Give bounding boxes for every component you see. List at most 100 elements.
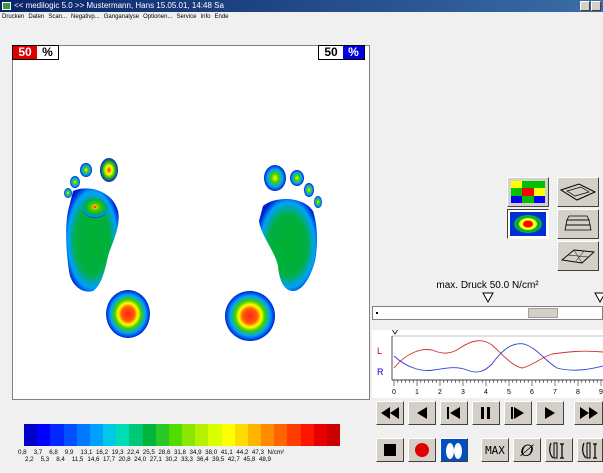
- color-scale-swatch: [234, 424, 248, 446]
- foot-selection-button[interactable]: [545, 438, 573, 462]
- menu-drucken[interactable]: Drucken: [2, 14, 25, 20]
- menu-optionen[interactable]: Optionen...: [143, 14, 173, 20]
- contour-layers-icon: [564, 215, 592, 231]
- average-button[interactable]: Ø: [513, 438, 541, 462]
- scale-label: 0,8: [18, 449, 27, 456]
- menu-daten[interactable]: Daten: [28, 14, 45, 20]
- menu-ganganalyse[interactable]: Ganganalyse: [103, 14, 140, 20]
- time-slider[interactable]: [372, 306, 603, 320]
- pause-button[interactable]: [472, 401, 500, 425]
- scale-label: 3,7: [33, 449, 43, 456]
- slider-thumb[interactable]: [528, 308, 558, 318]
- right-big-toe: [264, 165, 286, 191]
- left-foot-curve: [393, 340, 603, 369]
- frame-back-button[interactable]: [440, 401, 468, 425]
- color-scale-swatch: [195, 424, 209, 446]
- wireframe-view-button[interactable]: [557, 241, 599, 271]
- color-scale-swatch: [287, 424, 301, 446]
- foot-selection-right-button[interactable]: [577, 438, 603, 462]
- graph-label-l: L: [377, 346, 382, 356]
- graph-tick-label: 1: [415, 389, 419, 396]
- maximize-button[interactable]: [591, 1, 601, 11]
- scale-label: 44,2: [236, 449, 249, 456]
- max-pressure-label: max. Druck 50.0 N/cm²: [436, 280, 539, 291]
- isobar-map-icon: [510, 212, 546, 236]
- graph-tick-label: 7: [553, 389, 557, 396]
- color-scale-swatch: [221, 424, 235, 446]
- isobar-view-button[interactable]: [507, 209, 549, 239]
- app-icon: [2, 2, 11, 10]
- color-scale-swatch: [103, 424, 117, 446]
- scale-label: 27,1: [149, 456, 162, 463]
- footprints-icon: [446, 443, 462, 459]
- color-scale-swatch: [274, 424, 288, 446]
- scale-label: 24,0: [134, 456, 147, 463]
- rewind-icon: [381, 407, 399, 419]
- right-toe-3: [304, 183, 314, 197]
- contour-view-button[interactable]: [557, 209, 599, 239]
- scale-label: 2,2: [25, 456, 34, 463]
- max-button-label: MAX: [485, 443, 505, 457]
- scale-label: 17,7: [102, 456, 116, 463]
- right-toe-2: [290, 170, 304, 186]
- scale-label: 9,9: [64, 449, 74, 456]
- scale-label: 36,4: [196, 456, 209, 463]
- scale-label: 19,3: [111, 449, 124, 456]
- rewind-button[interactable]: [376, 401, 404, 425]
- color-scale-labels: 0,8 3,7 6,8 9,9 13,1 16,2 19,3 22,4 25,5 28,6 31,8…: [18, 449, 378, 463]
- frame-forward-icon: [511, 407, 524, 419]
- fast-forward-button[interactable]: [574, 401, 603, 425]
- left-heel: [106, 290, 150, 338]
- scale-label: 11,5: [71, 456, 84, 463]
- record-button[interactable]: [408, 438, 436, 462]
- scale-label: 39,5: [212, 456, 225, 463]
- color-scale-swatch: [129, 424, 143, 446]
- scale-label: 20,8: [118, 456, 131, 463]
- graph-tick-label: 5: [507, 389, 511, 396]
- stop-icon: [384, 444, 396, 456]
- step-back-button[interactable]: [408, 401, 436, 425]
- menu-service[interactable]: Service: [176, 14, 197, 20]
- right-toe-4: [314, 196, 322, 208]
- scale-label: 30,2: [165, 456, 178, 463]
- minimize-button[interactable]: [580, 1, 590, 11]
- stop-button[interactable]: [376, 438, 404, 462]
- right-percent-value: 50: [319, 46, 343, 59]
- menu-info[interactable]: Info: [200, 14, 211, 20]
- menu-scan[interactable]: Scan...: [48, 14, 68, 20]
- grid-view-button[interactable]: [507, 177, 549, 207]
- color-scale-swatch: [89, 424, 104, 446]
- scale-label: 5,3: [40, 456, 50, 463]
- scale-label: 8,4: [56, 456, 65, 463]
- foot-3d-outline-icon: [559, 183, 597, 201]
- left-toe-2: [80, 163, 92, 177]
- frame-back-icon: [447, 407, 460, 419]
- left-percent-symbol: %: [37, 46, 58, 59]
- pressure-color-scale: [24, 424, 341, 446]
- slider-start-dot: [376, 312, 378, 314]
- colored-grid-icon: [511, 181, 545, 203]
- play-button[interactable]: [536, 401, 564, 425]
- color-scale-swatch: [182, 424, 196, 446]
- average-button-label: Ø: [520, 440, 534, 460]
- scale-label: 33,3: [180, 456, 193, 463]
- menu-negativp[interactable]: Negativp...: [71, 14, 100, 20]
- scale-label: 6,8: [49, 449, 58, 456]
- color-scale-swatch: [300, 424, 314, 446]
- graph-cursor-icon: [389, 325, 401, 335]
- graph-tick-label: 2: [438, 389, 442, 396]
- frame-forward-button[interactable]: [504, 401, 532, 425]
- color-scale-swatch: [208, 424, 222, 446]
- graph-tick-label: 9: [599, 389, 603, 396]
- menu-ende[interactable]: Ende: [214, 14, 229, 20]
- color-scale-swatch: [76, 424, 90, 446]
- 3d-foot-view-button[interactable]: [557, 177, 599, 207]
- left-foot: [64, 158, 150, 338]
- foot-pressure-map: [64, 158, 322, 341]
- max-button[interactable]: MAX: [481, 438, 509, 462]
- play-backward-icon: [417, 407, 427, 419]
- footprints-button[interactable]: [440, 438, 468, 462]
- scale-label: N/cm²: [267, 449, 285, 456]
- left-ball-hotspot: [82, 198, 108, 218]
- pressure-plot: [12, 45, 370, 400]
